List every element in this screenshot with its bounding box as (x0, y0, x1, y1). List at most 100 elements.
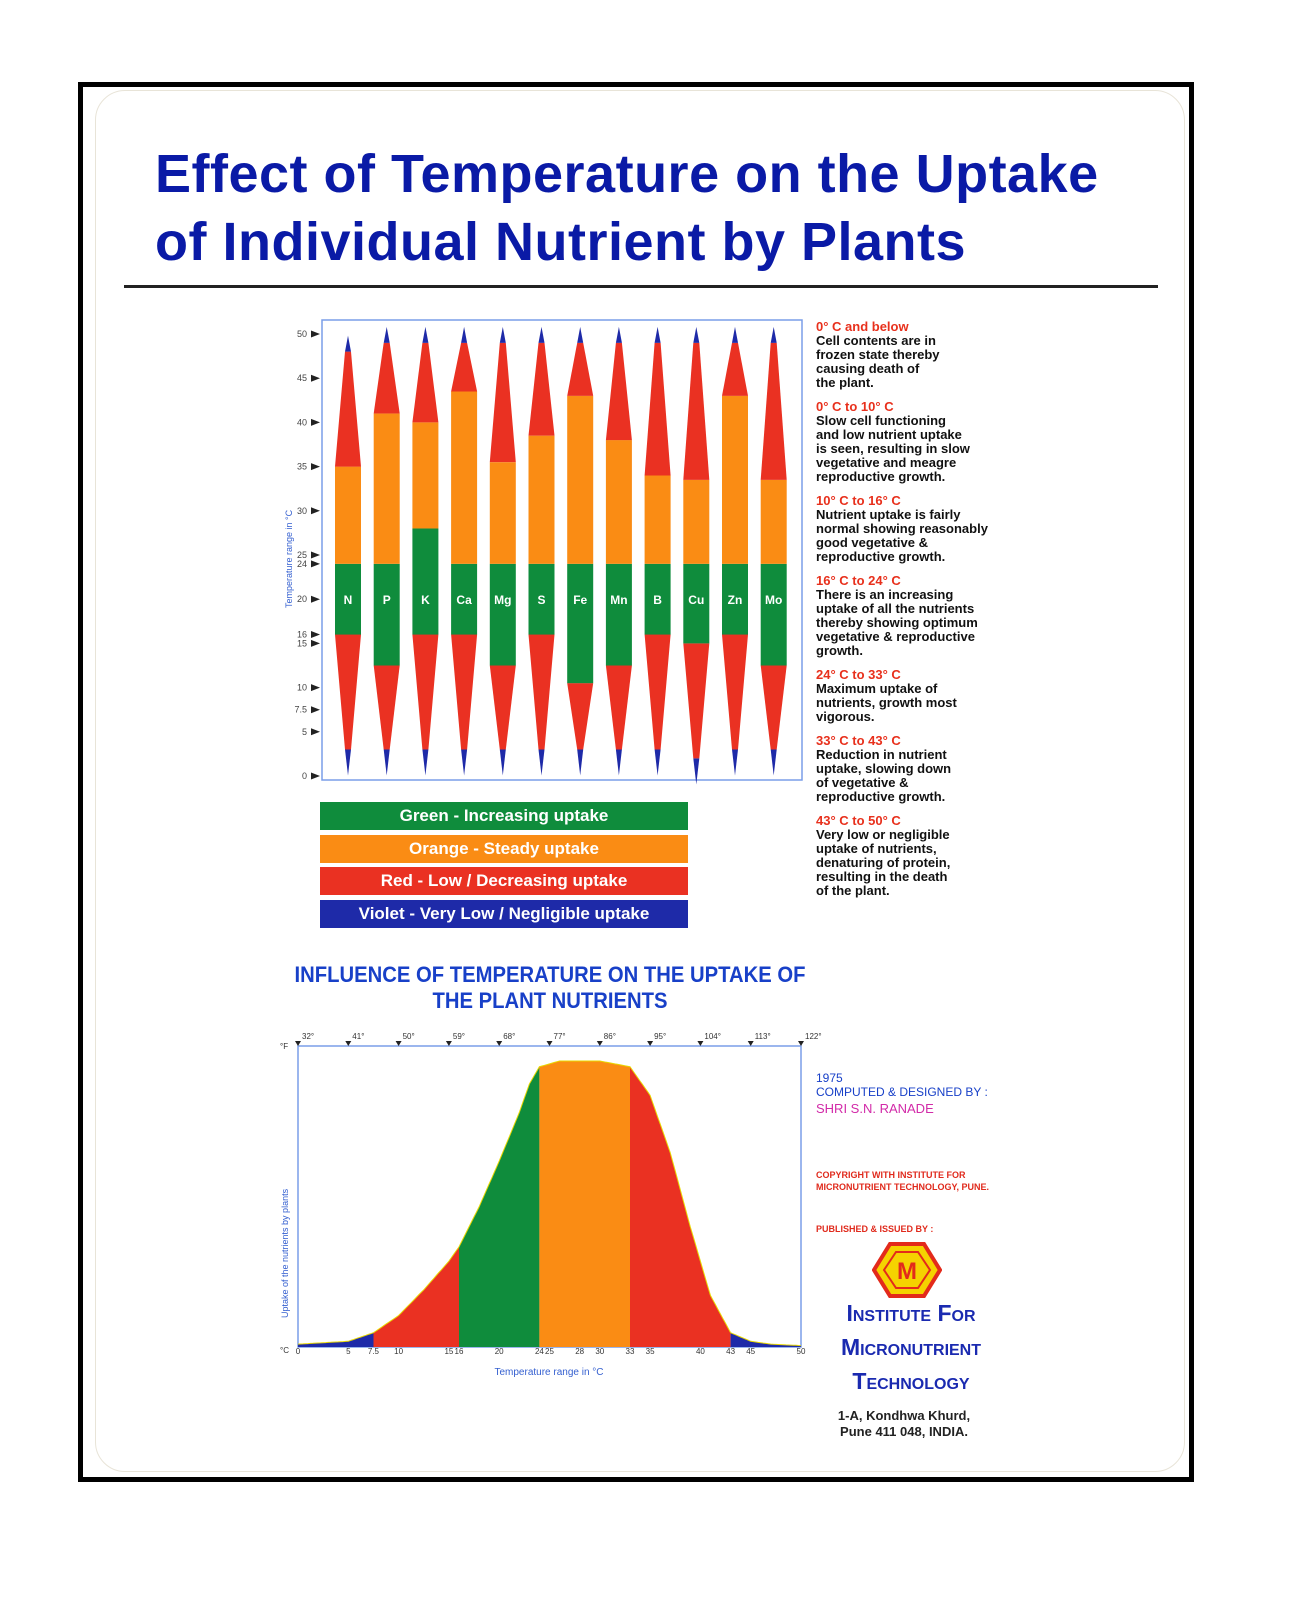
nutrient-bar (489, 326, 516, 776)
bar-violet-low (693, 758, 700, 785)
bar-green (760, 563, 787, 666)
nutrient-bar (335, 335, 361, 776)
note-line: resulting in the death (816, 869, 948, 884)
bar-red-low (489, 665, 516, 750)
fahrenheit-tick-marker (596, 1041, 603, 1046)
credit-copyright-1: COPYRIGHT WITH INSTITUTE FOR (816, 1170, 966, 1180)
note-line: thereby showing optimum (816, 615, 978, 630)
legend-item: Red - Low / Decreasing uptake (320, 867, 688, 895)
temperature-notes: 0° C and below Cell contents are in frozen… (816, 320, 1036, 908)
credit-designed-by: COMPUTED & DESIGNED BY : (816, 1085, 988, 1099)
bar-orange (760, 479, 787, 564)
fahrenheit-tick-label: 104° (704, 1032, 721, 1041)
note-line: Maximum uptake of (816, 681, 938, 696)
note-line: vegetative & reproductive (816, 629, 975, 644)
y-tick-marker (311, 728, 320, 736)
y-tick-label: 50 (297, 329, 307, 339)
uptake-curve-chart: 32° 41° 50° 59° 68° 77° 86° 95° 104° 113° 122° 0 5 7… (280, 1032, 822, 1378)
note-line: uptake of all the nutrients (816, 601, 975, 616)
bar-violet-high (693, 326, 700, 343)
bar-green (605, 563, 632, 666)
bar-green (489, 563, 516, 666)
nutrient-label: Mg (494, 593, 511, 607)
celsius-tick-label: 20 (495, 1347, 504, 1356)
celsius-tick-label: 43 (726, 1347, 735, 1356)
bar-orange (683, 479, 710, 564)
title-line-2: of Individual Nutrient by Plants (155, 212, 967, 272)
bar-orange (605, 440, 632, 564)
y-tick-marker (311, 706, 320, 714)
institute-name-line-3: Technology (852, 1368, 970, 1394)
bar-red-high (451, 342, 478, 392)
y-tick-marker (311, 330, 320, 338)
nutrient-bar (567, 326, 594, 776)
bar-red-high (567, 342, 594, 396)
bar-violet-high (577, 326, 584, 343)
bar-orange (373, 413, 400, 564)
fahrenheit-tick-marker (496, 1041, 503, 1046)
celsius-tick-label: 25 (545, 1347, 554, 1356)
note-line: Very low or negligible (816, 827, 950, 842)
fahrenheit-tick-label: 95° (654, 1032, 666, 1041)
fahrenheit-tick-marker (345, 1041, 352, 1046)
celsius-tick-label: 45 (746, 1347, 755, 1356)
bar-green (451, 563, 478, 635)
y-tick-marker (311, 595, 320, 603)
note-block: 0° C and below Cell contents are in frozen… (816, 320, 1036, 390)
fahrenheit-tick-marker (395, 1041, 402, 1046)
bar-violet-low (538, 749, 545, 776)
bar-green (373, 563, 400, 666)
note-line: and low nutrient uptake (816, 427, 962, 442)
bar-orange (722, 395, 748, 564)
note-line: reproductive growth. (816, 469, 946, 484)
bar-orange (412, 422, 439, 529)
nutrient-label: N (344, 593, 353, 607)
curve-celsius-ticks: 0 5 7.5 10 15 16 20 24 25 28 30 33 35 40 43 45 50 (296, 1347, 806, 1356)
celsius-tick-label: 24 (535, 1347, 544, 1356)
fahrenheit-tick-label: 32° (302, 1032, 314, 1041)
bar-red-low (605, 665, 632, 750)
nutrient-label: Mo (765, 593, 782, 607)
nutrient-bar (644, 326, 671, 776)
curve-band-red (373, 1246, 459, 1347)
nutrient-bar (451, 326, 478, 776)
bar-violet-low (654, 749, 661, 776)
note-line: There is an increasing (816, 587, 954, 602)
bar-red-low (722, 634, 748, 750)
bar-chart-ylabel: Temperature range in °C (284, 509, 294, 608)
nutrient-bar (373, 326, 400, 776)
fahrenheit-tick-marker (445, 1041, 452, 1046)
curve-areas (297, 1060, 802, 1347)
note-heading: 43° C to 50° C (816, 813, 901, 828)
curve-title-line-2: THE PLANT NUTRIENTS (432, 988, 668, 1013)
bar-red-high (528, 342, 555, 436)
note-line: of vegetative & (816, 775, 909, 790)
fahrenheit-tick-label: 68° (503, 1032, 515, 1041)
curve-band-orange (539, 1061, 630, 1347)
celsius-tick-label: 16 (455, 1347, 464, 1356)
bar-chart-category-labels: N P K Ca Mg S Fe Mn B Cu Zn Mo (344, 593, 783, 607)
bar-violet-high (538, 326, 545, 343)
nutrient-bar (760, 326, 787, 776)
y-tick-label: 30 (297, 506, 307, 516)
y-tick-label: 40 (297, 417, 307, 427)
note-line: vigorous. (816, 709, 875, 724)
note-line: uptake, slowing down (816, 761, 952, 776)
bar-red-low (683, 643, 710, 759)
bar-orange (451, 391, 478, 564)
note-line: normal showing reasonably (816, 521, 988, 536)
y-tick-marker (311, 418, 320, 426)
bar-red-high (683, 342, 710, 480)
note-block: 33° C to 43° C Reduction in nutrient uptak… (816, 734, 1036, 804)
bar-red-high (760, 342, 787, 480)
bar-violet-low (732, 749, 738, 776)
bar-orange (489, 462, 516, 564)
bar-red-low (373, 665, 400, 750)
y-tick-label: 5 (302, 727, 307, 737)
legend-item: Green - Increasing uptake (320, 802, 688, 830)
curve-band-red (630, 1066, 731, 1347)
nutrient-label: Mn (610, 593, 627, 607)
note-line: nutrients, growth most (816, 695, 957, 710)
note-line: is seen, resulting in slow (816, 441, 970, 456)
bar-violet-high (345, 335, 351, 352)
